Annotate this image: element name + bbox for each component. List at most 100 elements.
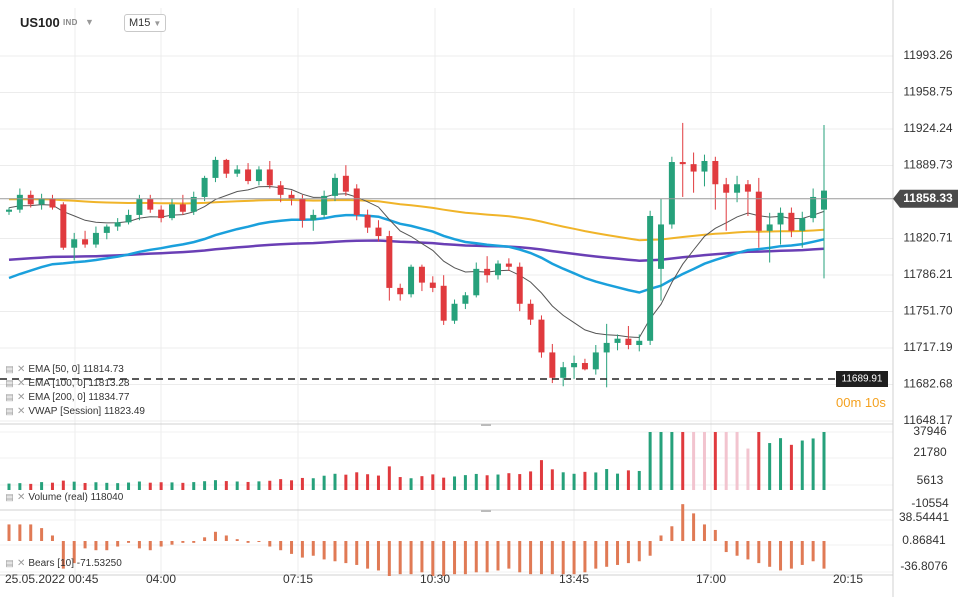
indicator-label: EMA [200, 0] 11834.77 bbox=[28, 392, 130, 403]
volume-bar bbox=[626, 470, 630, 490]
volume-bar bbox=[50, 482, 54, 490]
settings-icon[interactable]: ▤ bbox=[5, 406, 14, 416]
candle bbox=[158, 205, 165, 223]
timeframe-button[interactable]: M15 ▼ bbox=[124, 14, 167, 32]
y-tick-label: 11786.21 bbox=[903, 267, 952, 281]
y-tick-label: 11958.75 bbox=[903, 85, 952, 99]
volume-bar bbox=[616, 473, 620, 490]
close-icon[interactable]: ✕ bbox=[17, 406, 26, 417]
x-axis-label: 25.05.2022 00:45 bbox=[5, 572, 99, 586]
bears-bar bbox=[366, 541, 370, 569]
indicator-vwap[interactable]: ▤ ✕ VWAP [Session] 11823.49 bbox=[5, 406, 145, 417]
candle-body bbox=[103, 226, 110, 233]
candle bbox=[255, 166, 262, 186]
bears-bar bbox=[224, 535, 228, 541]
close-icon[interactable]: ✕ bbox=[17, 392, 26, 403]
candle bbox=[364, 209, 371, 233]
close-icon[interactable]: ✕ bbox=[17, 558, 26, 569]
candle-body bbox=[821, 190, 827, 210]
close-icon[interactable]: ✕ bbox=[17, 492, 26, 503]
bears-bar bbox=[507, 541, 511, 569]
candle-body bbox=[592, 352, 599, 370]
volume-bar bbox=[344, 474, 348, 490]
indicator-label: Volume (real) 118040 bbox=[28, 492, 124, 503]
bears-tick-label: 0.86841 bbox=[902, 533, 946, 547]
bears-bar bbox=[605, 541, 609, 567]
volume-tick-label: 37946 bbox=[913, 424, 947, 438]
volume-bar bbox=[529, 471, 533, 490]
x-axis-label: 13:45 bbox=[559, 572, 589, 586]
volume-bar bbox=[246, 481, 250, 490]
volume-bar bbox=[94, 482, 98, 490]
close-icon[interactable]: ✕ bbox=[17, 364, 26, 375]
settings-icon[interactable]: ▤ bbox=[5, 364, 14, 374]
volume-bar bbox=[768, 443, 772, 490]
bears-bar bbox=[40, 528, 44, 541]
candle bbox=[342, 165, 349, 196]
volume-bar bbox=[702, 432, 706, 490]
candle-body bbox=[451, 303, 458, 321]
volume-bar bbox=[257, 481, 261, 490]
volume-tick-label: 21780 bbox=[913, 445, 947, 459]
volume-bar bbox=[779, 438, 783, 490]
candle-body bbox=[49, 199, 56, 208]
settings-icon[interactable]: ▤ bbox=[5, 558, 14, 568]
indicator-ema50[interactable]: ▤ ✕ EMA [50, 0] 11814.73 bbox=[5, 364, 124, 375]
bears-bar bbox=[257, 541, 261, 542]
indicator-ema200[interactable]: ▤ ✕ EMA [200, 0] 11834.77 bbox=[5, 392, 129, 403]
indicator-ema100[interactable]: ▤ ✕ EMA [100, 0] 11813.28 bbox=[5, 378, 129, 389]
volume-bar bbox=[670, 432, 674, 490]
candle-body bbox=[636, 340, 643, 346]
bears-bar bbox=[583, 541, 587, 573]
indicator-label: EMA [100, 0] 11813.28 bbox=[28, 378, 130, 389]
candle bbox=[734, 175, 741, 203]
candle bbox=[658, 199, 664, 301]
candle bbox=[179, 194, 186, 215]
volume-bar bbox=[72, 481, 76, 490]
candle-body bbox=[690, 164, 697, 172]
close-icon[interactable]: ✕ bbox=[17, 378, 26, 389]
volume-bar bbox=[594, 472, 598, 490]
settings-icon[interactable]: ▤ bbox=[5, 378, 14, 388]
volume-bar bbox=[757, 432, 761, 490]
candle-body bbox=[321, 195, 328, 215]
candle bbox=[103, 224, 110, 240]
candle-body bbox=[16, 194, 23, 210]
indicator-volume[interactable]: ▤ ✕ Volume (real) 118040 bbox=[5, 492, 123, 503]
volume-bar bbox=[300, 477, 304, 490]
candle-body bbox=[71, 239, 78, 248]
volume-bar bbox=[387, 466, 391, 490]
bears-bar bbox=[72, 541, 76, 564]
candle-body bbox=[603, 342, 610, 353]
candle bbox=[560, 361, 567, 387]
indicator-bears[interactable]: ▤ ✕ Bears [10] -71.53250 bbox=[5, 558, 122, 569]
volume-bar bbox=[29, 483, 33, 490]
candle-body bbox=[538, 319, 545, 353]
volume-bar bbox=[561, 472, 565, 490]
volume-bar bbox=[376, 475, 380, 490]
candle bbox=[16, 188, 23, 213]
candle bbox=[92, 226, 99, 248]
x-axis-label: 20:15 bbox=[833, 572, 863, 586]
candle-body bbox=[473, 268, 480, 296]
volume-bar bbox=[431, 474, 435, 490]
settings-icon[interactable]: ▤ bbox=[5, 392, 14, 402]
candle bbox=[451, 299, 458, 324]
symbol-dropdown-caret-icon[interactable]: ▼ bbox=[85, 17, 94, 27]
bears-bar bbox=[268, 541, 272, 547]
volume-bar bbox=[105, 482, 109, 490]
candle-body bbox=[342, 175, 349, 192]
symbol-label[interactable]: US100 bbox=[20, 14, 60, 30]
candle bbox=[299, 194, 306, 228]
bears-bar bbox=[561, 541, 565, 575]
candle-body bbox=[766, 224, 773, 231]
candle bbox=[38, 193, 45, 210]
bears-bar bbox=[376, 541, 380, 571]
settings-icon[interactable]: ▤ bbox=[5, 492, 14, 502]
candle bbox=[440, 275, 447, 325]
volume-bar bbox=[333, 473, 337, 490]
volume-bar bbox=[724, 432, 728, 490]
candle-body bbox=[277, 185, 284, 195]
